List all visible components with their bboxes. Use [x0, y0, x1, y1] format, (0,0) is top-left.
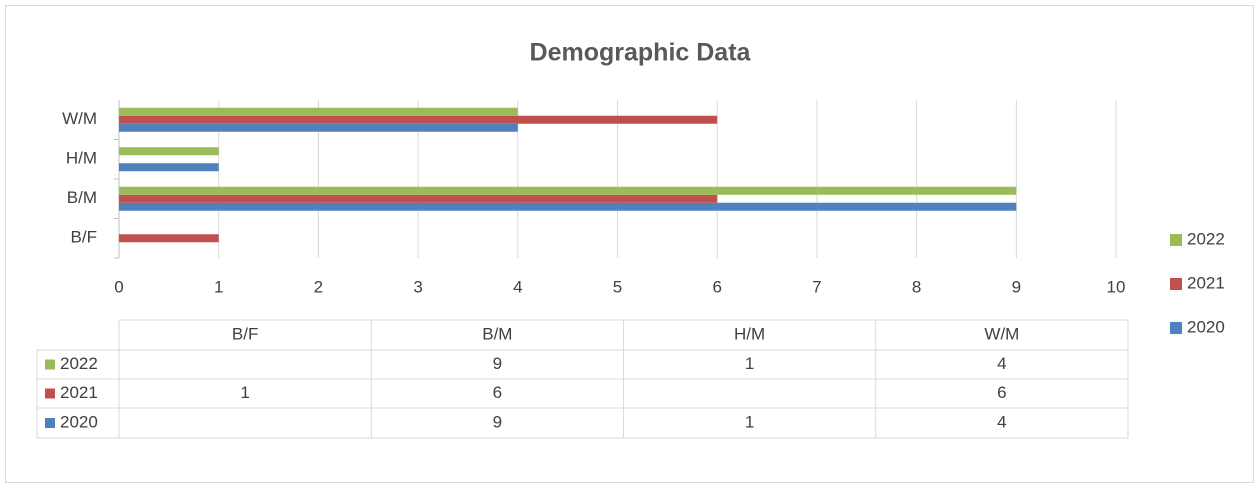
legend-label: 2020: [1187, 317, 1225, 336]
bar: [119, 123, 518, 132]
x-tick-label: 7: [812, 277, 821, 296]
bar: [119, 194, 718, 203]
table-swatch: [45, 359, 55, 370]
table-cell: 1: [745, 412, 754, 431]
x-tick-label: 8: [912, 277, 921, 296]
table-cell: 9: [493, 354, 502, 373]
bar: [119, 186, 1017, 195]
chart-title: Demographic Data: [530, 39, 752, 67]
legend-swatch: [1170, 278, 1182, 290]
x-tick-label: 3: [413, 277, 422, 296]
table-swatch: [45, 388, 55, 399]
x-tick-label: 10: [1107, 277, 1126, 296]
x-tick-label: 2: [314, 277, 323, 296]
legend-label: 2022: [1187, 229, 1225, 248]
table-cell: 1: [240, 383, 249, 402]
table-cell: 6: [997, 383, 1006, 402]
table-row-label: 2021: [60, 383, 98, 402]
bar: [119, 147, 219, 156]
table-header: B/F: [232, 324, 258, 343]
bar: [119, 234, 219, 243]
table-row-label: 2020: [60, 412, 98, 431]
table-swatch: [45, 418, 55, 428]
bar: [119, 107, 518, 116]
x-tick-label: 5: [613, 277, 622, 296]
y-tick-label: B/F: [71, 228, 97, 247]
x-tick-label: 6: [712, 277, 721, 296]
table-header: W/M: [984, 324, 1019, 343]
table-cell: 4: [997, 412, 1006, 431]
legend-swatch: [1170, 234, 1182, 246]
legend-label: 2021: [1187, 273, 1225, 292]
y-tick-label: H/M: [66, 149, 97, 168]
x-tick-label: 1: [214, 277, 223, 296]
bar: [119, 163, 219, 172]
table-cell: 9: [493, 412, 502, 431]
bar: [119, 202, 1017, 211]
table-cell: 4: [997, 354, 1006, 373]
legend-swatch: [1170, 322, 1182, 334]
table-row-label: 2022: [60, 354, 98, 373]
chart-frame: [5, 5, 1254, 483]
bar: [119, 115, 718, 124]
x-tick-label: 4: [513, 277, 522, 296]
table-cell: 1: [745, 354, 754, 373]
x-tick-label: 0: [114, 277, 123, 296]
table-cell: 6: [493, 383, 502, 402]
table-header: H/M: [734, 324, 765, 343]
y-tick-label: B/M: [67, 188, 97, 207]
x-tick-label: 9: [1012, 277, 1021, 296]
y-tick-label: W/M: [62, 109, 97, 128]
table-header: B/M: [482, 324, 512, 343]
